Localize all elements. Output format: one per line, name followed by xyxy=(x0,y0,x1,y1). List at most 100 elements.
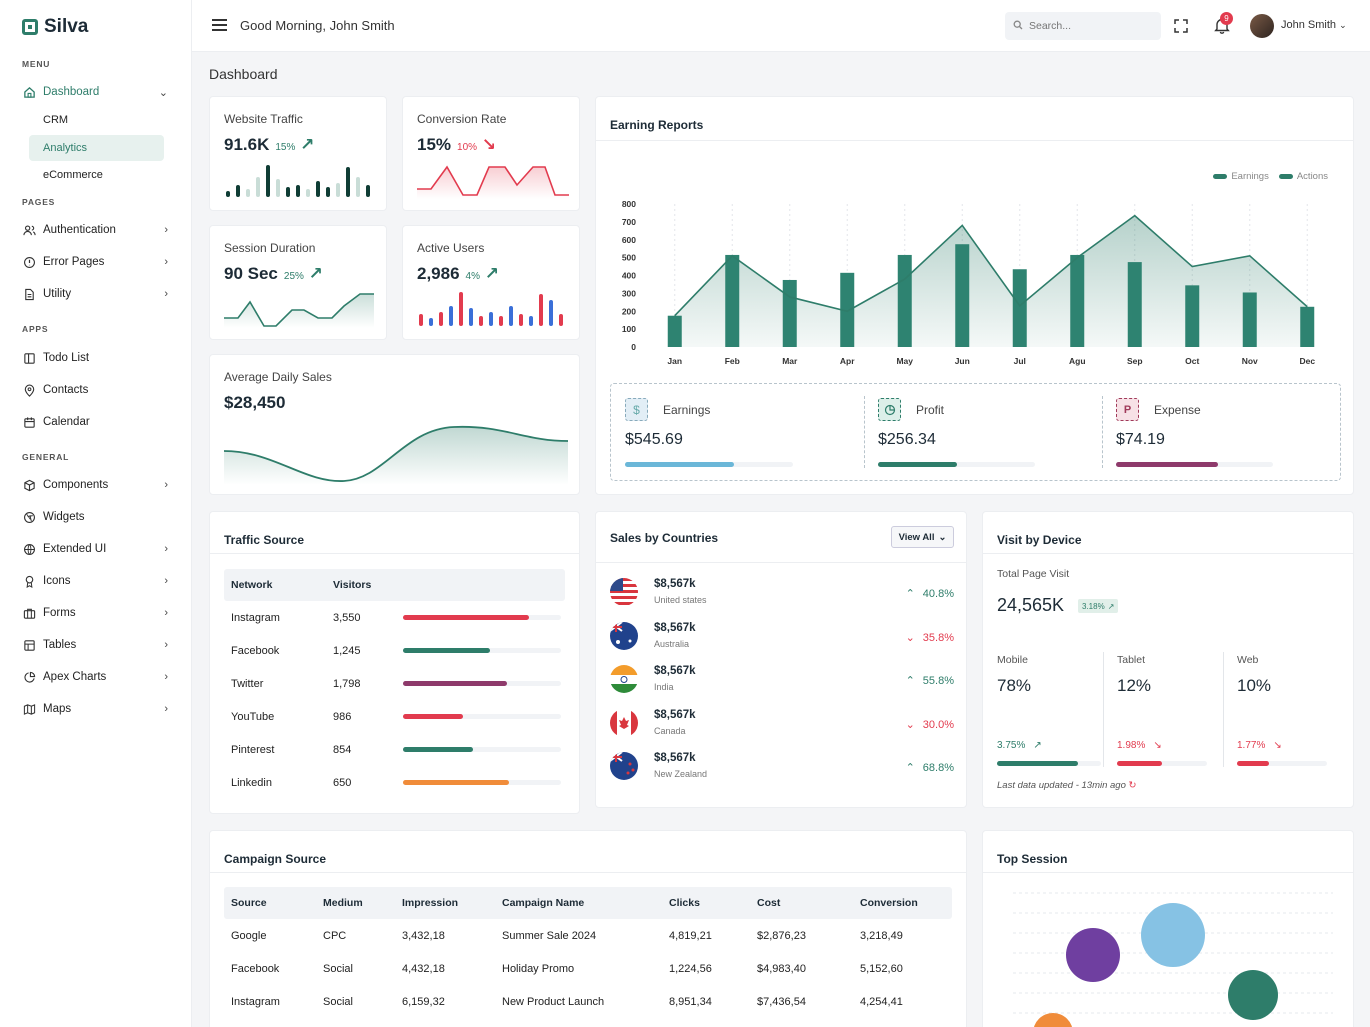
sidebar-item-apex-charts[interactable]: Apex Charts › xyxy=(22,666,172,688)
column-header[interactable]: Cost xyxy=(757,897,781,909)
traffic-source-card: Traffic Source Network Visitors Instagram… xyxy=(209,511,580,814)
column-header[interactable]: Medium xyxy=(323,897,363,909)
bubble[interactable] xyxy=(1228,970,1278,1020)
legend-earnings[interactable]: Earnings xyxy=(1213,171,1269,182)
sidebar-item-widgets[interactable]: Widgets xyxy=(22,506,172,528)
stat-value: 90 Sec 25% ↗ xyxy=(224,264,323,283)
x-tick-label: Sep xyxy=(1127,356,1143,366)
table-row: Twitter 1,798 xyxy=(224,667,565,700)
sidebar-item-calendar[interactable]: Calendar xyxy=(22,411,172,433)
flag-icon xyxy=(610,621,638,650)
country-pct: ⌃ 40.8% xyxy=(905,588,954,600)
section-pages: PAGES xyxy=(22,197,56,207)
country-row[interactable]: $8,567k New Zealand ⌃ 68.8% xyxy=(610,746,954,786)
bar-earnings[interactable] xyxy=(667,315,682,347)
sidebar-item-label: Components xyxy=(43,479,109,491)
column-header[interactable]: Conversion xyxy=(860,897,918,909)
briefcase-icon xyxy=(22,606,36,620)
sidebar-item-dashboard[interactable]: Dashboard ⌄ xyxy=(22,81,172,103)
sidebar-item-maps[interactable]: Maps › xyxy=(22,698,172,720)
sidebar-item-tables[interactable]: Tables › xyxy=(22,634,172,656)
refresh-icon[interactable]: ↻ xyxy=(1128,780,1137,791)
sidebar-item-label: Authentication xyxy=(43,224,116,236)
sidebar-item-components[interactable]: Components › xyxy=(22,474,172,496)
trend-up-icon: ↗ xyxy=(308,264,323,283)
sidebar-item-icons[interactable]: Icons › xyxy=(22,570,172,592)
column-header[interactable]: Impression xyxy=(402,897,459,909)
columns-icon xyxy=(22,351,36,365)
sidebar-sub-analytics[interactable]: Analytics xyxy=(29,135,164,161)
bar-earnings[interactable] xyxy=(897,254,912,347)
fullscreen-icon[interactable] xyxy=(1174,19,1188,33)
sidebar-item-authentication[interactable]: Authentication › xyxy=(22,219,172,241)
sales-wave xyxy=(224,425,568,485)
bar-earnings[interactable] xyxy=(1300,306,1315,347)
bar-earnings[interactable] xyxy=(840,272,855,347)
legend-actions[interactable]: Actions xyxy=(1278,171,1328,182)
country-row[interactable]: $8,567k United states ⌃ 40.8% xyxy=(610,572,954,612)
menu-icon[interactable] xyxy=(212,19,227,31)
bar-earnings[interactable] xyxy=(1012,269,1027,347)
bar-earnings[interactable] xyxy=(725,254,740,347)
logo-icon xyxy=(22,19,38,35)
sidebar-item-contacts[interactable]: Contacts xyxy=(22,379,172,401)
expense-value: $74.19 xyxy=(1116,431,1165,448)
chart-legend: Earnings Actions xyxy=(1213,171,1328,182)
country-name: New Zealand xyxy=(654,769,708,780)
bar-earnings[interactable] xyxy=(1127,262,1142,347)
column-header[interactable]: Campaign Name xyxy=(502,897,585,909)
table-icon xyxy=(22,638,36,652)
column-header[interactable]: Source xyxy=(231,897,267,909)
logo[interactable]: Silva xyxy=(22,16,88,38)
notification-badge: 9 xyxy=(1220,12,1233,25)
stat-label: Active Users xyxy=(417,241,485,255)
table-cell: Social xyxy=(323,962,353,975)
device-bar xyxy=(1117,761,1207,766)
avatar[interactable] xyxy=(1250,14,1274,38)
visitor-bar xyxy=(403,681,561,686)
bar-earnings[interactable] xyxy=(1185,285,1200,347)
traffic-sparkbars xyxy=(226,165,370,197)
stat-pct: 4% xyxy=(465,271,480,282)
country-row[interactable]: $8,567k India ⌃ 55.8% xyxy=(610,659,954,699)
profit-label: Profit xyxy=(916,403,945,417)
visitor-count: 1,245 xyxy=(333,644,361,657)
bubble[interactable] xyxy=(1141,903,1205,967)
bubble[interactable] xyxy=(1066,928,1120,982)
page-title: Dashboard xyxy=(209,66,278,82)
user-menu[interactable]: John Smith ⌄ xyxy=(1281,19,1347,31)
country-row[interactable]: $8,567k Canada ⌄ 30.0% xyxy=(610,703,954,743)
flag-icon xyxy=(610,752,638,781)
aperture-icon xyxy=(22,510,36,524)
search-box[interactable] xyxy=(1005,12,1161,40)
table-cell: Holiday Promo xyxy=(502,962,575,975)
app-name: Silva xyxy=(44,16,89,37)
sidebar: Silva MENU Dashboard ⌄ CRM Analytics eCo… xyxy=(0,0,192,1027)
sidebar-item-error-pages[interactable]: Error Pages › xyxy=(22,251,172,273)
sidebar-item-label: Calendar xyxy=(43,416,90,428)
sidebar-item-extended-ui[interactable]: Extended UI › xyxy=(22,538,172,560)
sidebar-sub-crm[interactable]: CRM xyxy=(43,114,69,126)
search-input[interactable] xyxy=(1029,20,1149,32)
bar-earnings[interactable] xyxy=(955,244,970,347)
column-header[interactable]: Clicks xyxy=(669,897,700,909)
last-updated: Last data updated - 13min ago ↻ xyxy=(997,780,1137,791)
sidebar-item-label: Tables xyxy=(43,639,77,651)
bar-earnings[interactable] xyxy=(782,279,797,347)
chevron-right-icon: › xyxy=(164,607,168,619)
country-row[interactable]: $8,567k Australia ⌄ 35.8% xyxy=(610,616,954,656)
bar-earnings[interactable] xyxy=(1070,254,1085,347)
sidebar-item-utility[interactable]: Utility › xyxy=(22,283,172,305)
x-tick-label: Feb xyxy=(725,356,740,366)
stat-pct: 15% xyxy=(275,142,296,153)
bubble[interactable] xyxy=(1033,1013,1073,1027)
table-row: Instagram 3,550 xyxy=(224,601,565,634)
bar-earnings[interactable] xyxy=(1242,292,1257,347)
view-all-button[interactable]: View All ⌄ xyxy=(891,526,954,548)
sidebar-sub-ecommerce[interactable]: eCommerce xyxy=(43,169,103,181)
trend-up-icon: ↗ xyxy=(1033,740,1042,751)
sidebar-item-todo-list[interactable]: Todo List xyxy=(22,347,172,369)
y-tick-label: 200 xyxy=(622,306,636,316)
table-row: Instagram Social 6,159,32 New Product Launc… xyxy=(224,985,952,1018)
sidebar-item-forms[interactable]: Forms › xyxy=(22,602,172,624)
